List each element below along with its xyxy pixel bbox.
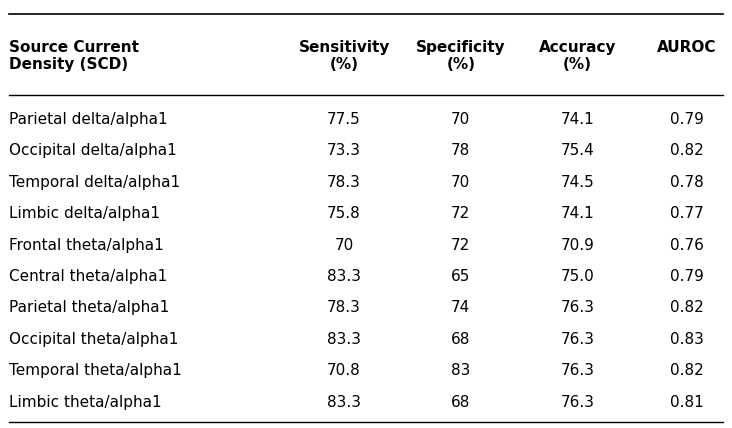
Text: 83: 83	[451, 363, 471, 378]
Text: 0.79: 0.79	[670, 269, 703, 284]
Text: 68: 68	[451, 395, 471, 410]
Text: 65: 65	[451, 269, 471, 284]
Text: 70.9: 70.9	[561, 238, 594, 253]
Text: AUROC: AUROC	[657, 40, 717, 55]
Text: 75.0: 75.0	[561, 269, 594, 284]
Text: 0.79: 0.79	[670, 112, 703, 127]
Text: 70: 70	[335, 238, 354, 253]
Text: 83.3: 83.3	[327, 269, 361, 284]
Text: Temporal theta/alpha1: Temporal theta/alpha1	[9, 363, 182, 378]
Text: 0.82: 0.82	[670, 143, 703, 158]
Text: 78: 78	[451, 143, 471, 158]
Text: Parietal theta/alpha1: Parietal theta/alpha1	[9, 300, 169, 315]
Text: 0.76: 0.76	[670, 238, 703, 253]
Text: 76.3: 76.3	[561, 332, 594, 347]
Text: Source Current
Density (SCD): Source Current Density (SCD)	[9, 40, 138, 72]
Text: Parietal delta/alpha1: Parietal delta/alpha1	[9, 112, 168, 127]
Text: 78.3: 78.3	[327, 300, 361, 315]
Text: 72: 72	[451, 238, 471, 253]
Text: 0.82: 0.82	[670, 363, 703, 378]
Text: 76.3: 76.3	[561, 363, 594, 378]
Text: 70: 70	[451, 112, 471, 127]
Text: 74.5: 74.5	[561, 175, 594, 190]
Text: 75.8: 75.8	[327, 206, 361, 221]
Text: Occipital delta/alpha1: Occipital delta/alpha1	[9, 143, 176, 158]
Text: Frontal theta/alpha1: Frontal theta/alpha1	[9, 238, 163, 253]
Text: Occipital theta/alpha1: Occipital theta/alpha1	[9, 332, 178, 347]
Text: Temporal delta/alpha1: Temporal delta/alpha1	[9, 175, 180, 190]
Text: 0.81: 0.81	[670, 395, 703, 410]
Text: 77.5: 77.5	[327, 112, 361, 127]
Text: 74: 74	[451, 300, 471, 315]
Text: 83.3: 83.3	[327, 332, 361, 347]
Text: 0.83: 0.83	[670, 332, 703, 347]
Text: Sensitivity
(%): Sensitivity (%)	[299, 40, 390, 72]
Text: 70: 70	[451, 175, 471, 190]
Text: 76.3: 76.3	[561, 300, 594, 315]
Text: Central theta/alpha1: Central theta/alpha1	[9, 269, 167, 284]
Text: 74.1: 74.1	[561, 206, 594, 221]
Text: 75.4: 75.4	[561, 143, 594, 158]
Text: 78.3: 78.3	[327, 175, 361, 190]
Text: 83.3: 83.3	[327, 395, 361, 410]
Text: 70.8: 70.8	[327, 363, 361, 378]
Text: 74.1: 74.1	[561, 112, 594, 127]
Text: 76.3: 76.3	[561, 395, 594, 410]
Text: 0.78: 0.78	[670, 175, 703, 190]
Text: Specificity
(%): Specificity (%)	[416, 40, 506, 72]
Text: 0.82: 0.82	[670, 300, 703, 315]
Text: 72: 72	[451, 206, 471, 221]
Text: 68: 68	[451, 332, 471, 347]
Text: 73.3: 73.3	[327, 143, 361, 158]
Text: Limbic delta/alpha1: Limbic delta/alpha1	[9, 206, 160, 221]
Text: Accuracy
(%): Accuracy (%)	[539, 40, 616, 72]
Text: 0.77: 0.77	[670, 206, 703, 221]
Text: Limbic theta/alpha1: Limbic theta/alpha1	[9, 395, 161, 410]
